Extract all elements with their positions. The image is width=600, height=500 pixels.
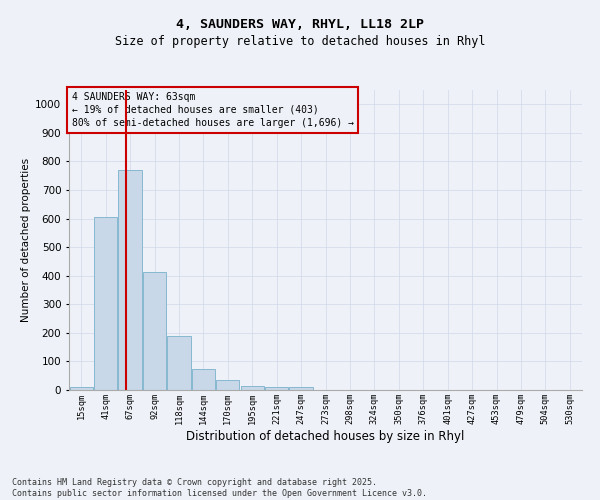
Bar [94, 217, 117, 390]
Bar [167, 336, 191, 390]
Bar [70, 387, 93, 390]
Text: Contains HM Land Registry data © Crown copyright and database right 2025.
Contai: Contains HM Land Registry data © Crown c… [12, 478, 427, 498]
Bar [143, 272, 166, 390]
Bar [118, 170, 142, 390]
Bar [289, 387, 313, 390]
Bar [241, 386, 264, 390]
X-axis label: Distribution of detached houses by size in Rhyl: Distribution of detached houses by size … [187, 430, 464, 443]
Y-axis label: Number of detached properties: Number of detached properties [21, 158, 31, 322]
Bar [216, 380, 239, 390]
Text: Size of property relative to detached houses in Rhyl: Size of property relative to detached ho… [115, 35, 485, 48]
Text: 4 SAUNDERS WAY: 63sqm
← 19% of detached houses are smaller (403)
80% of semi-det: 4 SAUNDERS WAY: 63sqm ← 19% of detached … [71, 92, 353, 128]
Bar [265, 387, 288, 390]
Bar [192, 368, 215, 390]
Text: 4, SAUNDERS WAY, RHYL, LL18 2LP: 4, SAUNDERS WAY, RHYL, LL18 2LP [176, 18, 424, 30]
